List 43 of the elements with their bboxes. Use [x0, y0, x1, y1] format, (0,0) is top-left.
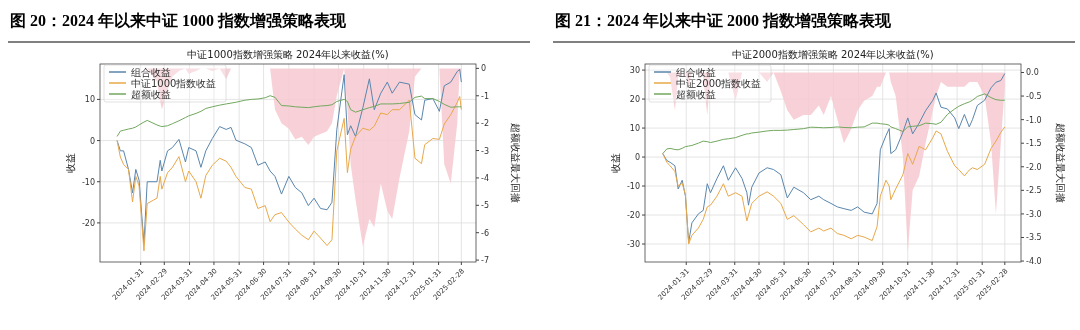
- legend-label: 超额收益: [676, 89, 716, 100]
- y2-tick-label: 0: [481, 64, 487, 74]
- y2-axis-title: 超额收益最大回撤: [1055, 123, 1066, 203]
- y2-tick-label: -6: [481, 228, 489, 238]
- y-tick-label: -20: [626, 211, 640, 221]
- y-axis-title: 收益: [610, 153, 621, 173]
- y2-axis-title: 超额收益最大回撤: [510, 123, 521, 203]
- y-tick-label: -10: [81, 177, 95, 187]
- y2-tick-label: -0.5: [1026, 92, 1042, 102]
- y-tick-label: -10: [626, 182, 640, 192]
- chart-subtitle: 中证1000指数增强策略 2024年以来收益(%): [187, 49, 389, 60]
- y2-tick-label: -3: [481, 146, 489, 156]
- y-tick-label: 10: [84, 95, 95, 105]
- legend-label: 超额收益: [131, 89, 171, 100]
- y-tick-label: 0: [89, 136, 95, 146]
- y2-tick-label: -1.0: [1026, 115, 1042, 125]
- y-tick-label: 10: [629, 124, 640, 134]
- y-tick-label: 0: [634, 153, 640, 163]
- y2-tick-label: -3.0: [1026, 209, 1042, 219]
- y2-tick-label: -2.0: [1026, 162, 1042, 172]
- y-tick-label: -20: [81, 218, 95, 228]
- y2-tick-label: -3.5: [1026, 233, 1042, 243]
- legend-label: 中证2000指数收益: [676, 78, 762, 89]
- y-axis-title: 收益: [65, 153, 76, 173]
- y2-tick-label: -1: [481, 91, 489, 101]
- y2-tick-label: -7: [481, 256, 489, 266]
- y2-tick-label: -4: [481, 173, 489, 183]
- y2-tick-label: -2: [481, 119, 489, 129]
- chart-title: 图 21：2024 年以来中证 2000 指数增强策略表现: [555, 12, 892, 29]
- y-tick-label: 20: [629, 95, 640, 105]
- y2-tick-label: -4.0: [1026, 257, 1042, 267]
- y2-tick-label: 0.0: [1026, 68, 1039, 78]
- y2-tick-label: -5: [481, 201, 489, 211]
- legend-label: 中证1000指数收益: [131, 78, 217, 89]
- y2-tick-label: -1.5: [1026, 139, 1042, 149]
- legend-label: 组合收益: [131, 67, 171, 78]
- chart-subtitle: 中证2000指数增强策略 2024年以来收益(%): [732, 49, 934, 60]
- chart-title: 图 20：2024 年以来中证 1000 指数增强策略表现: [10, 12, 347, 29]
- y-tick-label: 30: [629, 66, 640, 76]
- line-series: [662, 126, 1006, 245]
- legend-label: 组合收益: [676, 67, 716, 78]
- y2-tick-label: -2.5: [1026, 186, 1042, 196]
- y-tick-label: -30: [626, 240, 640, 250]
